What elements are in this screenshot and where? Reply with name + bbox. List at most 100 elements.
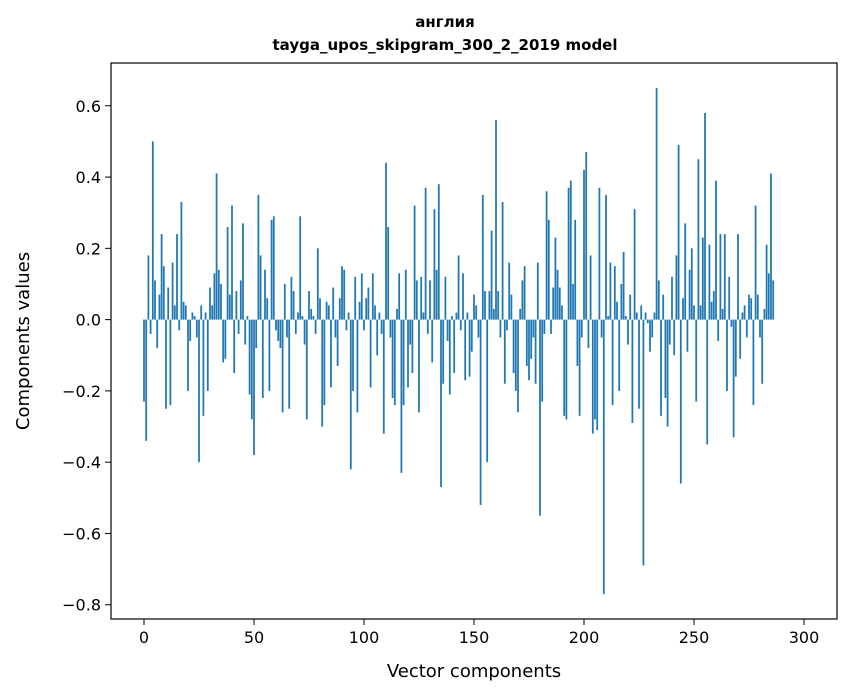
bar-component-172	[521, 280, 524, 320]
bar-component-127	[422, 312, 425, 320]
bar-component-236	[662, 294, 665, 320]
bar-component-226	[640, 305, 643, 320]
bar-component-233	[655, 87, 658, 320]
bar-component-37	[224, 319, 227, 359]
bar-component-265	[726, 319, 728, 391]
bar-component-94	[349, 319, 352, 470]
bar-component-142	[455, 312, 458, 320]
bar-component-158	[490, 230, 493, 320]
bar-component-221	[629, 294, 632, 320]
bar-component-263	[721, 308, 724, 320]
y-tick-label: −0.2	[62, 382, 101, 401]
bar-component-197	[576, 319, 579, 366]
bar-component-65	[286, 319, 288, 338]
bar-component-150	[473, 294, 475, 320]
bar-component-145	[462, 273, 464, 320]
bar-component-208	[600, 319, 603, 338]
bar-component-75	[308, 291, 310, 320]
bar-component-8	[160, 234, 163, 320]
bar-component-113	[391, 319, 394, 399]
bar-component-32	[213, 273, 216, 320]
bar-component-43	[237, 319, 240, 334]
chart-title: англия	[415, 13, 474, 31]
bar-component-285	[770, 173, 772, 320]
bar-component-196	[574, 219, 577, 320]
bar-component-257	[708, 244, 711, 320]
bar-component-189	[558, 287, 561, 320]
bar-component-120	[407, 319, 409, 388]
bar-component-86	[332, 287, 335, 320]
bar-component-91	[343, 269, 346, 320]
bar-component-56	[266, 298, 269, 320]
bar-component-281	[761, 319, 764, 384]
bar-component-42	[235, 291, 238, 320]
bar-component-169	[514, 319, 517, 391]
bar-component-143	[457, 255, 460, 320]
bar-component-198	[578, 319, 581, 416]
bar-component-27	[202, 319, 205, 416]
bar-component-274	[745, 319, 748, 338]
bar-component-275	[748, 294, 750, 320]
bar-component-34	[217, 269, 220, 320]
bar-component-180	[539, 319, 541, 516]
bar-component-134	[437, 184, 440, 320]
bar-component-223	[633, 209, 636, 320]
bar-component-95	[352, 319, 354, 391]
bar-component-3	[149, 319, 152, 334]
bar-component-124	[415, 280, 418, 320]
bar-component-241	[673, 319, 676, 356]
bar-component-108	[380, 319, 383, 334]
bar-component-280	[759, 319, 761, 338]
x-tick-label: 150	[459, 628, 490, 647]
bar-component-260	[715, 180, 717, 320]
bar-component-90	[341, 266, 343, 320]
bar-component-74	[305, 319, 308, 420]
y-tick-label: 0.0	[76, 311, 101, 330]
bar-component-122	[411, 319, 414, 374]
bar-component-279	[756, 294, 759, 320]
y-tick-label: 0.2	[76, 239, 101, 258]
bar-component-209	[602, 319, 605, 595]
bar-component-19	[184, 305, 187, 320]
bar-component-45	[242, 223, 244, 320]
bar-component-188	[556, 269, 559, 320]
bar-component-256	[706, 319, 709, 445]
bar-component-49	[250, 319, 253, 420]
bar-component-171	[519, 308, 522, 320]
bar-component-63	[281, 319, 284, 413]
bar-component-31	[211, 305, 214, 320]
bar-component-104	[371, 273, 374, 320]
bar-component-30	[209, 287, 211, 320]
bar-component-261	[717, 319, 720, 341]
bar-component-159	[492, 308, 495, 320]
bar-component-18	[182, 301, 185, 320]
plot-area-frame	[110, 62, 838, 620]
bar-component-51	[255, 319, 258, 349]
bar-component-271	[739, 319, 742, 359]
bar-component-7	[158, 294, 161, 320]
bar-component-29	[206, 319, 209, 391]
bar-component-278	[754, 205, 757, 320]
bar-component-115	[396, 308, 398, 320]
bar-component-155	[484, 291, 486, 320]
bar-component-85	[330, 319, 332, 388]
bar-component-184	[547, 219, 550, 320]
bar-component-66	[288, 319, 291, 409]
bar-component-50	[253, 319, 255, 456]
bar-component-220	[627, 319, 629, 345]
bar-component-231	[651, 319, 654, 338]
bar-component-247	[686, 319, 689, 352]
bar-component-267	[730, 319, 733, 327]
bar-component-112	[389, 319, 392, 338]
bar-component-107	[378, 312, 381, 320]
bar-component-183	[545, 191, 548, 320]
bar-component-258	[710, 301, 713, 320]
bar-component-57	[268, 319, 271, 391]
bar-component-76	[310, 308, 313, 320]
bar-component-250	[693, 305, 695, 320]
bar-component-33	[215, 173, 218, 320]
bar-component-195	[572, 283, 574, 320]
bar-component-79	[316, 248, 319, 320]
bar-component-277	[752, 319, 755, 406]
bar-component-59	[272, 216, 275, 320]
